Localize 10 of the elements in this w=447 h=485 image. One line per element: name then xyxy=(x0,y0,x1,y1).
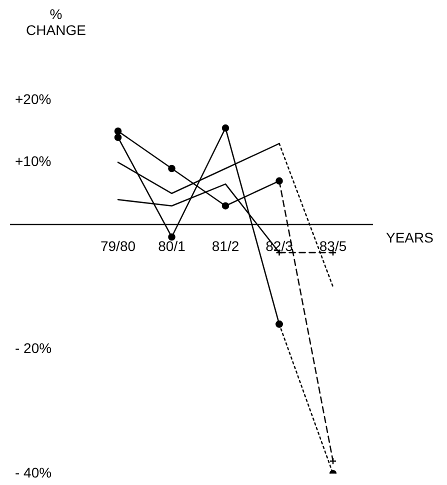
y-tick-label: - 20% xyxy=(15,340,52,356)
x-tick-label: 80/1 xyxy=(158,238,186,254)
y-tick-label: +10% xyxy=(15,153,52,170)
y-tick-label: - 40% xyxy=(15,464,52,480)
y-axis-title: % CHANGE xyxy=(26,6,86,38)
y-tick-label: +20% xyxy=(15,90,52,107)
x-tick-label: 83/5 xyxy=(319,238,347,254)
x-tick-label: 81/2 xyxy=(212,238,240,254)
x-tick-label: 79/80 xyxy=(100,238,136,254)
x-axis-title: YEARS xyxy=(386,229,434,246)
